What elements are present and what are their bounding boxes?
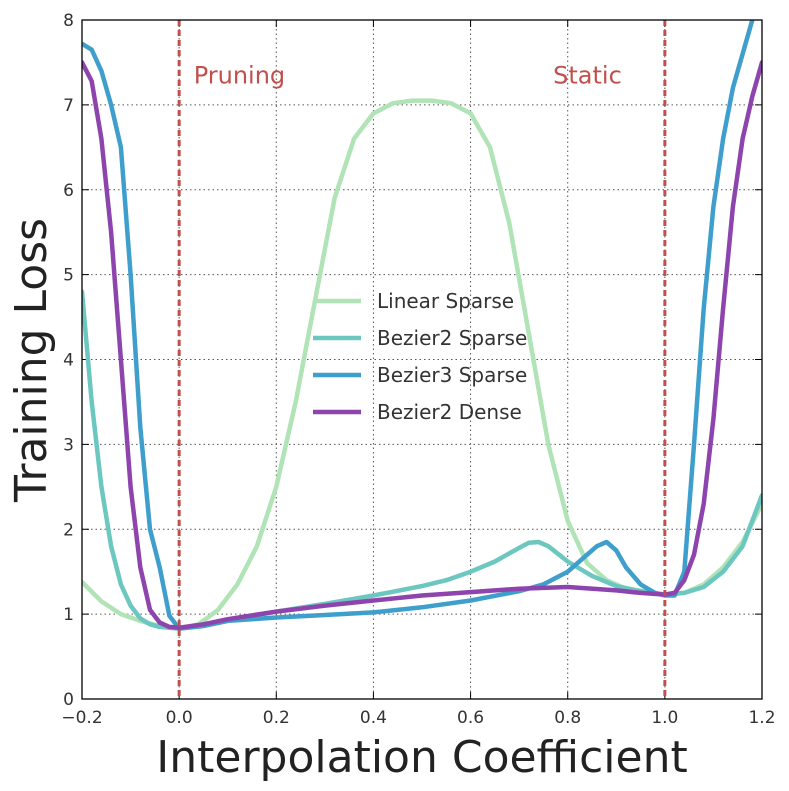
- y-tick-label: 2: [63, 520, 74, 540]
- y-tick-label: 3: [63, 435, 74, 455]
- y-tick-label: 8: [63, 11, 74, 31]
- x-tick-label: 1.0: [651, 708, 678, 728]
- y-tick-label: 1: [63, 605, 74, 625]
- plot-frame: [81, 19, 763, 700]
- annotation-static: Static: [553, 62, 622, 90]
- annotations: Pruning Static: [194, 62, 622, 90]
- series-group: [82, 20, 762, 631]
- x-axis-label: Interpolation Coefficient: [156, 732, 687, 783]
- x-tick-label: 0.2: [263, 708, 290, 728]
- y-tick-label: 6: [63, 181, 74, 201]
- x-tick-label: 0.0: [166, 708, 193, 728]
- legend-label: Bezier2 Sparse: [377, 326, 527, 350]
- axis-ticks: −0.2 0.0 0.2 0.4 0.6 0.8 1.0 1.2 0 1 2 3 4 5 6 7 8: [61, 11, 775, 728]
- reference-lines: [177, 20, 667, 699]
- legend-label: Bezier3 Sparse: [377, 363, 527, 387]
- legend: Linear Sparse Bezier2 Sparse Bezier3 Spars…: [313, 289, 527, 424]
- legend-label: Bezier2 Dense: [377, 400, 522, 424]
- y-tick-label: 0: [63, 690, 74, 710]
- x-tick-label: 0.6: [457, 708, 484, 728]
- series-line-bezier3-sparse: [82, 20, 755, 631]
- annotation-pruning: Pruning: [194, 62, 285, 90]
- y-tick-label: 4: [63, 351, 74, 371]
- y-axis-label: Training Loss: [6, 218, 57, 503]
- x-tick-label: −0.2: [61, 708, 102, 728]
- x-tick-label: 1.2: [748, 708, 775, 728]
- x-tick-label: 0.4: [360, 708, 387, 728]
- y-tick-label: 7: [63, 96, 74, 116]
- legend-label: Linear Sparse: [377, 289, 514, 313]
- series-line-bezier2-dense: [82, 60, 762, 630]
- y-tick-label: 5: [63, 266, 74, 286]
- x-tick-label: 0.8: [554, 708, 581, 728]
